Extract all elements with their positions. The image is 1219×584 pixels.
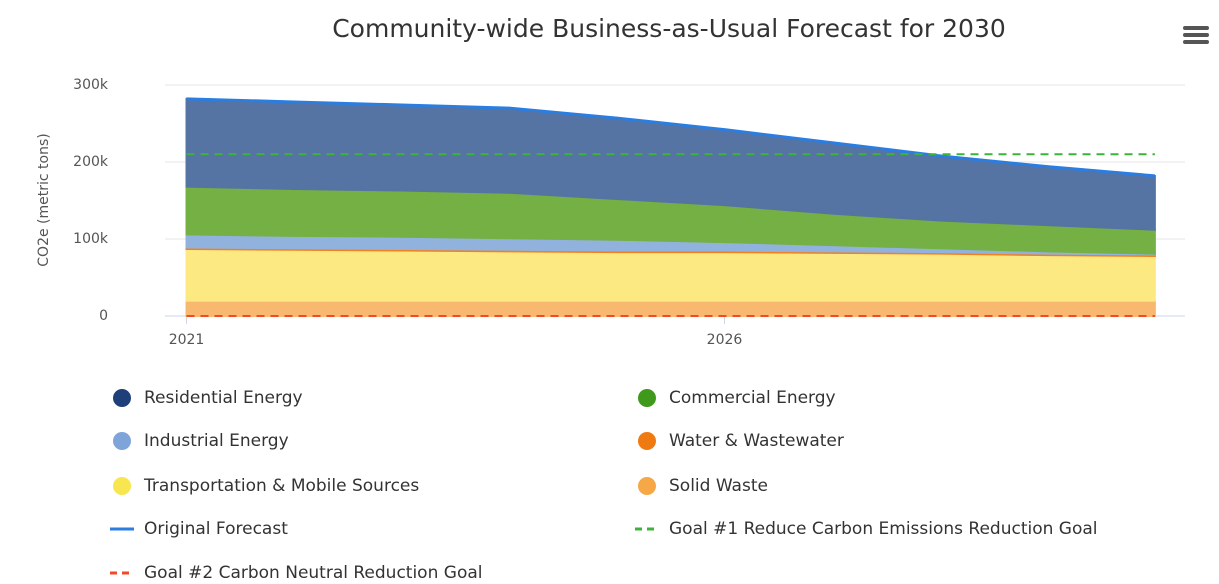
y-tick-label: 0 <box>99 308 108 324</box>
x-tick-label: 2021 <box>169 332 205 348</box>
y-tick-label: 300k <box>73 77 109 93</box>
legend-marker <box>113 389 131 407</box>
area <box>185 299 1156 317</box>
y-axis-label: CO2e (metric tons) <box>36 133 52 266</box>
menu-bar[interactable] <box>1183 33 1209 37</box>
legend-label: Commercial Energy <box>669 388 836 408</box>
legend-marker <box>113 432 131 450</box>
legend-marker <box>638 477 656 495</box>
menu-bar[interactable] <box>1183 26 1209 30</box>
legend-label: Original Forecast <box>144 519 288 539</box>
chart-title: Community-wide Business-as-Usual Forecas… <box>332 14 1006 43</box>
legend-label: Water & Wastewater <box>669 431 844 451</box>
x-tick-label: 2026 <box>707 332 743 348</box>
legend-label: Solid Waste <box>669 476 768 496</box>
menu-button[interactable] <box>1183 26 1209 44</box>
legend-marker <box>113 477 131 495</box>
line <box>186 97 1155 178</box>
y-tick-label: 100k <box>73 231 109 247</box>
legend-label: Goal #2 Carbon Neutral Reduction Goal <box>144 563 482 583</box>
legend-label: Transportation & Mobile Sources <box>143 476 419 496</box>
legend-marker <box>638 389 656 407</box>
menu-bar[interactable] <box>1183 40 1209 44</box>
legend-label: Industrial Energy <box>144 431 289 451</box>
legend-marker <box>638 432 656 450</box>
legend-label: Goal #1 Reduce Carbon Emissions Reductio… <box>669 519 1098 539</box>
area <box>185 248 1156 302</box>
y-tick-label: 200k <box>73 154 109 170</box>
legend-label: Residential Energy <box>144 388 303 408</box>
